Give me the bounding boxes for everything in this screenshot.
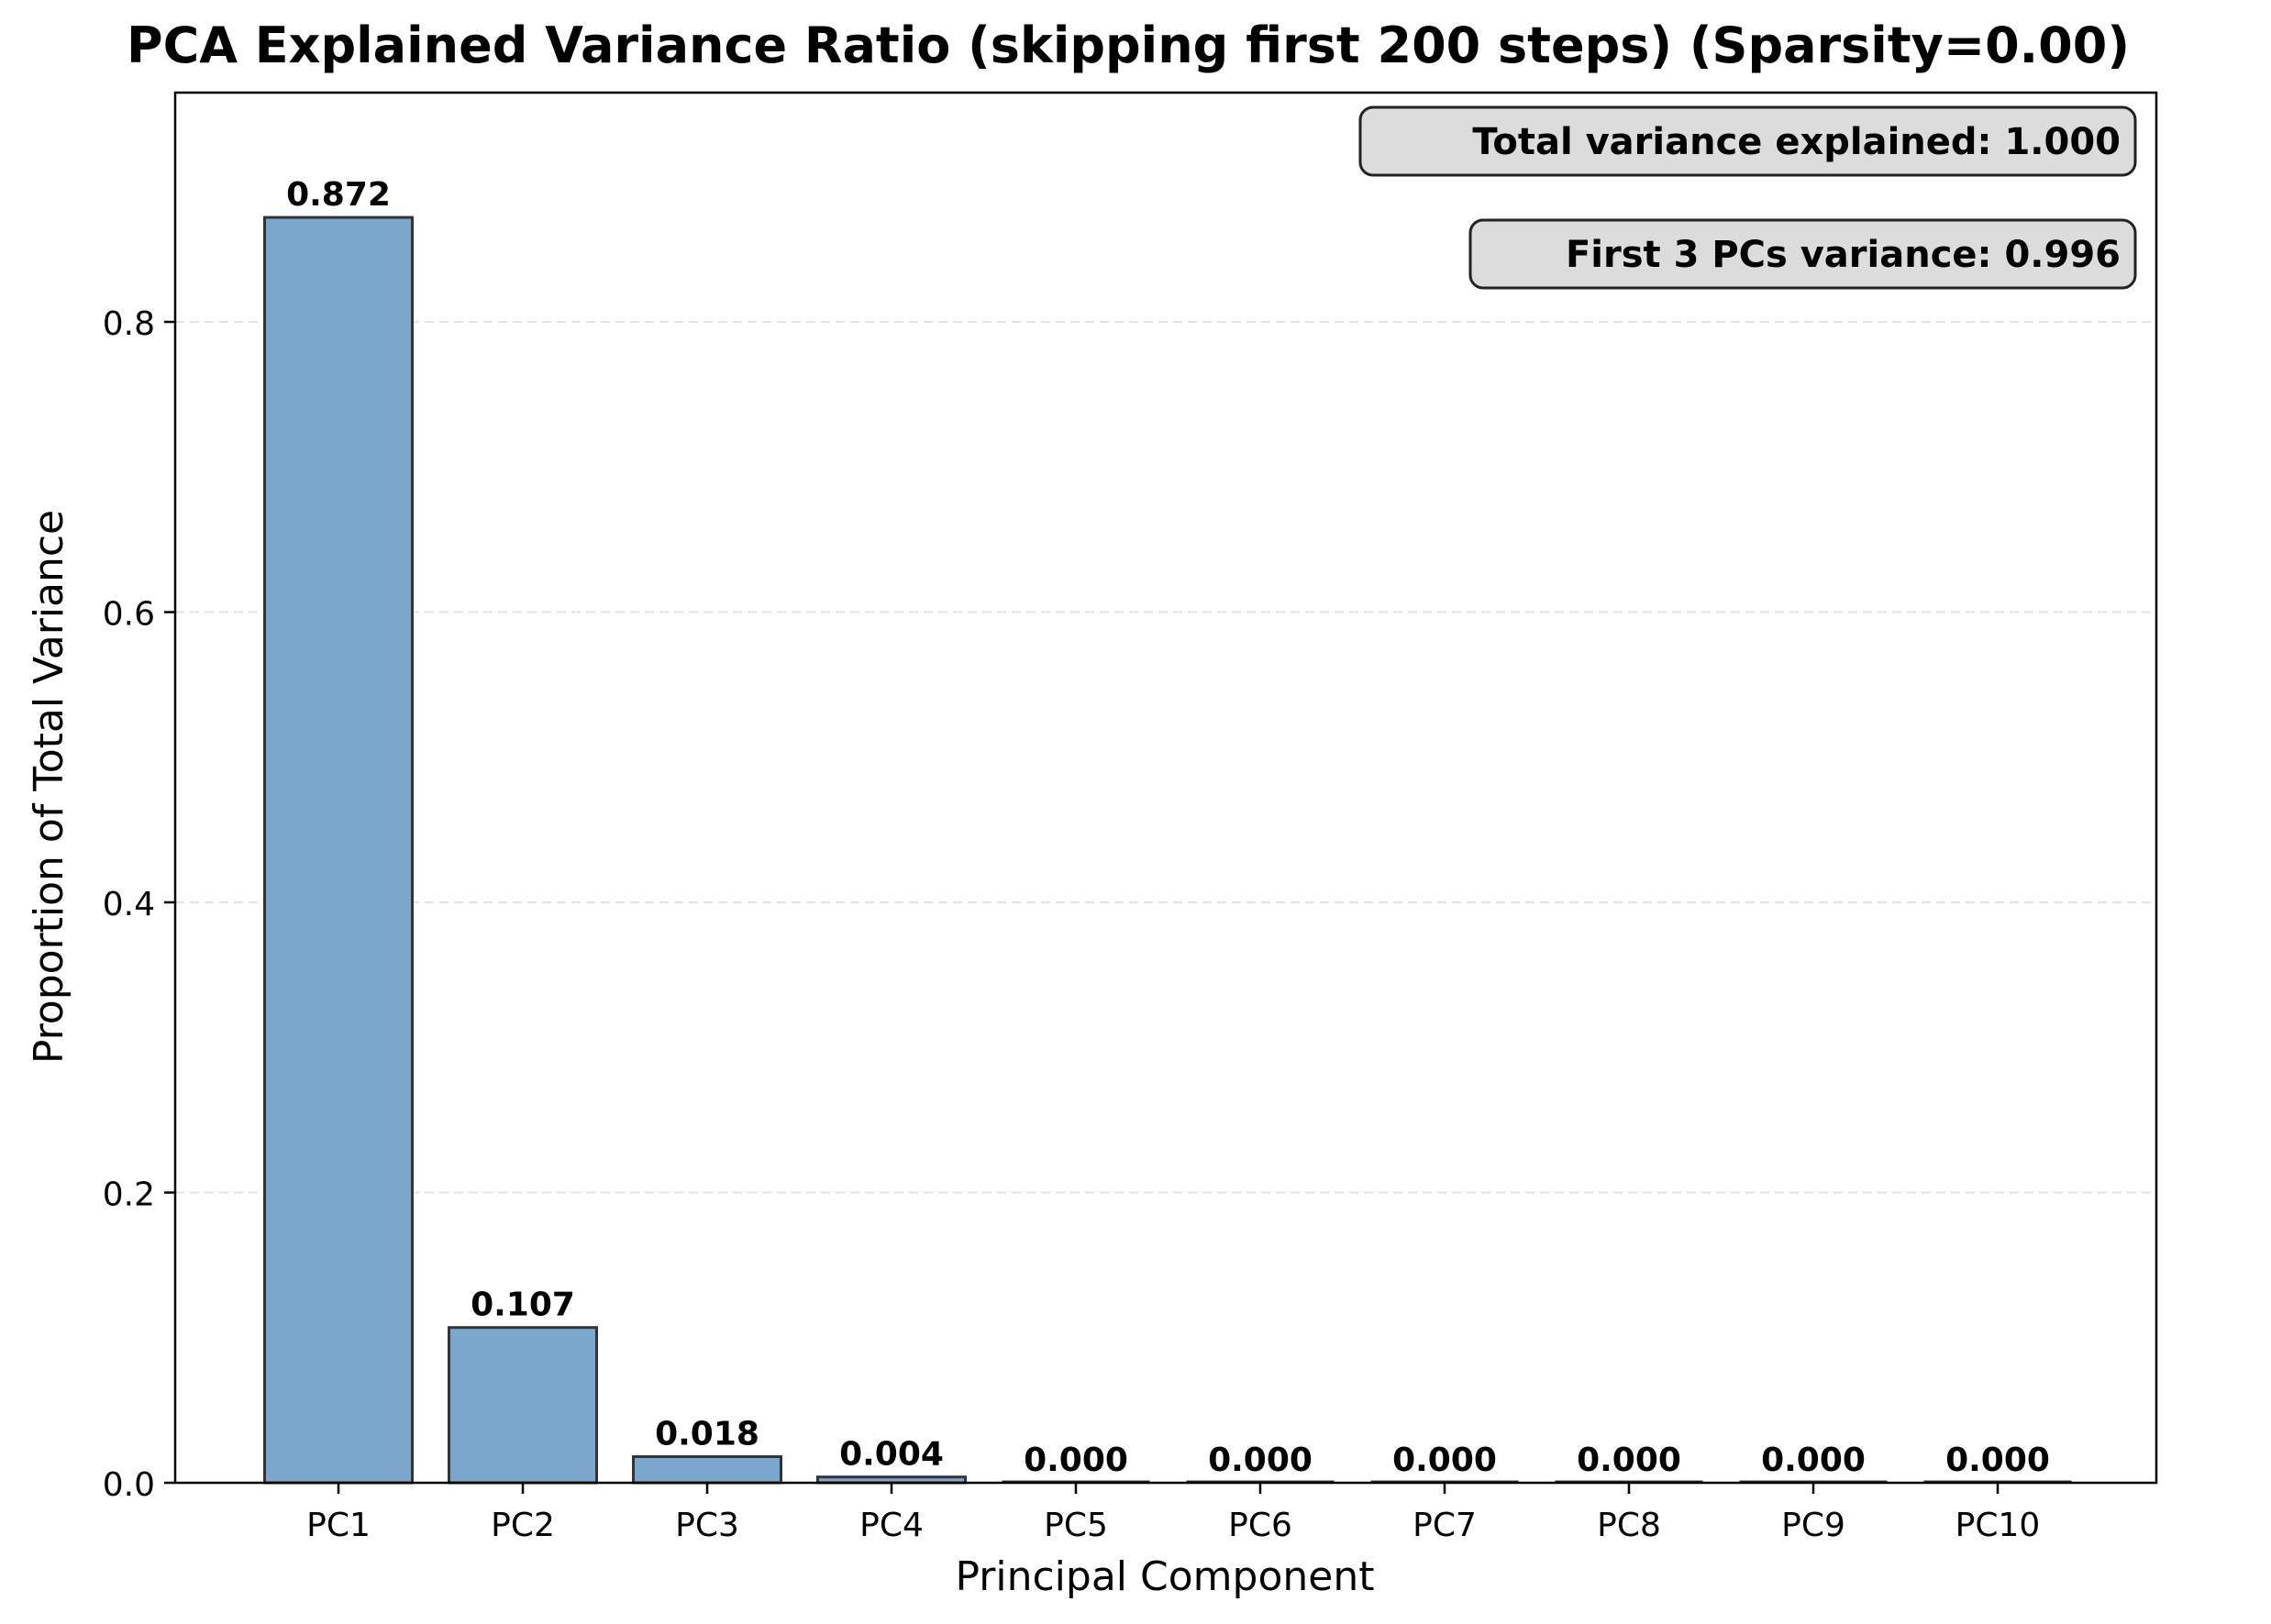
x-tick-label: PC2 xyxy=(491,1507,555,1544)
annotation-box xyxy=(1468,218,2137,290)
x-tick-label: PC5 xyxy=(1044,1507,1108,1544)
x-tick-label: PC1 xyxy=(306,1507,371,1544)
y-tick-label: 0.8 xyxy=(103,305,155,343)
annotations: Total variance explained: 1.000 First 3 P… xyxy=(1358,105,2137,290)
bar-value-label: 0.000 xyxy=(1024,1442,1128,1479)
bar-pc3 xyxy=(632,1455,782,1485)
bar-pc2 xyxy=(448,1326,598,1485)
plot-frame xyxy=(173,91,2158,1485)
bar-pc1 xyxy=(263,215,414,1485)
y-tick-label: 0.4 xyxy=(103,886,155,923)
annotation-box xyxy=(1358,105,2137,177)
bar-value-label: 0.872 xyxy=(286,176,391,214)
bar-value-label: 0.000 xyxy=(1945,1442,2050,1479)
bar-value-label: 0.004 xyxy=(839,1436,944,1474)
x-tick-label: PC6 xyxy=(1228,1507,1292,1544)
annotation-text: First 3 PCs variance: 0.996 xyxy=(1566,234,2121,276)
axes: 0.0 0.2 0.4 0.6 0.8 PC1 PC2 PC3 PC4 PC5 PC6 PC7 PC8 P… xyxy=(103,305,2041,1544)
bar-value-label: 0.000 xyxy=(1761,1442,1866,1479)
bar-value-label: 0.000 xyxy=(1208,1442,1313,1479)
annotation-text: Total variance explained: 1.000 xyxy=(1472,121,2121,163)
x-tick-label: PC4 xyxy=(859,1507,924,1544)
bar-value-labels: 0.872 0.107 0.018 0.004 0.000 0.000 0.000 0.000… xyxy=(286,176,2050,1479)
bar-value-label: 0.107 xyxy=(471,1287,575,1324)
x-tick-label: PC7 xyxy=(1412,1507,1477,1544)
gridlines xyxy=(175,321,2156,1194)
x-axis-label: Principal Component xyxy=(956,1553,1375,1600)
y-tick-label: 0.0 xyxy=(103,1466,155,1504)
x-tick-label: PC3 xyxy=(675,1507,739,1544)
bar-value-label: 0.018 xyxy=(655,1416,759,1453)
x-tick-label: PC9 xyxy=(1781,1507,1845,1544)
x-tick-label: PC10 xyxy=(1955,1507,2041,1544)
chart-title: PCA Explained Variance Ratio (skipping f… xyxy=(127,17,2130,74)
y-tick-label: 0.6 xyxy=(103,596,155,634)
x-tick-label: PC8 xyxy=(1597,1507,1661,1544)
bar-value-label: 0.000 xyxy=(1577,1442,1681,1479)
bar-value-label: 0.000 xyxy=(1392,1442,1497,1479)
y-tick-label: 0.2 xyxy=(103,1177,155,1214)
y-axis-label: Proportion of Total Variance xyxy=(26,510,72,1064)
